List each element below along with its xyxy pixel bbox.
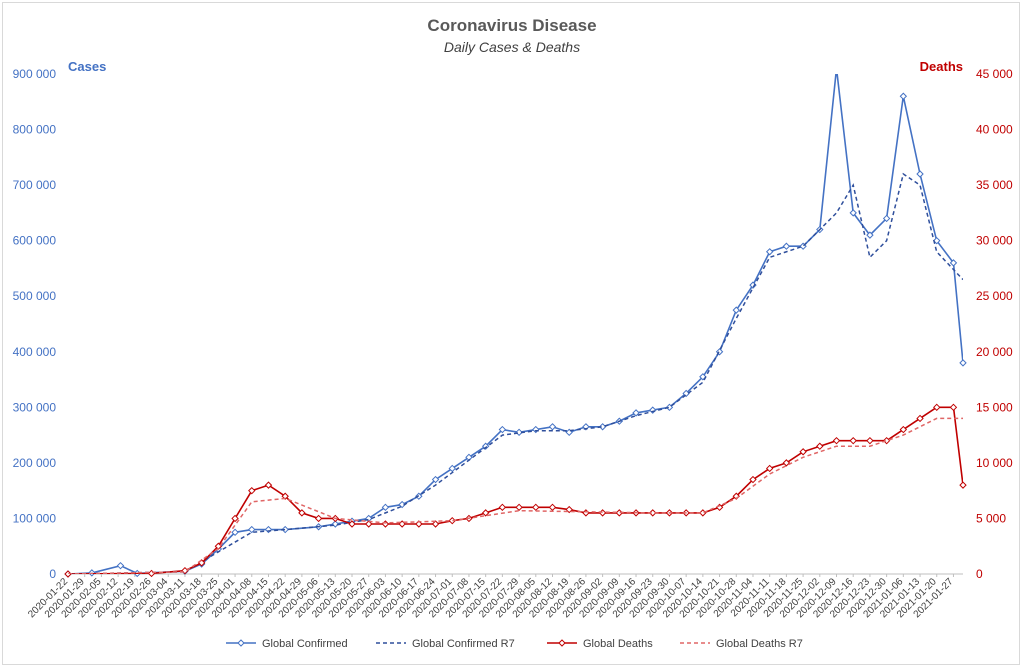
legend-label-global-confirmed-r7: Global Confirmed R7 bbox=[412, 638, 515, 650]
data-point-global-deaths bbox=[959, 481, 967, 489]
data-point-global-deaths bbox=[832, 436, 841, 445]
data-point-global-confirmed bbox=[448, 464, 456, 473]
y-axis-left-ticks: 0 100 000 200 000 300 000 400 000 500 000 600 … bbox=[13, 67, 57, 581]
legend: Global Confirmed Global Confirmed R7 Globa… bbox=[226, 638, 803, 650]
data-point-global-deaths bbox=[264, 481, 273, 489]
data-point-global-deaths bbox=[348, 520, 356, 528]
y-left-tick-label: 200 000 bbox=[13, 456, 57, 470]
data-point-global-confirmed bbox=[532, 425, 540, 434]
y-left-tick-label: 0 bbox=[49, 567, 56, 581]
data-point-global-deaths bbox=[481, 509, 490, 517]
data-point-global-deaths bbox=[799, 448, 807, 456]
series-line-global-confirmed-r7 bbox=[68, 172, 963, 574]
data-point-global-confirmed bbox=[933, 236, 941, 245]
data-point-global-confirmed bbox=[498, 425, 507, 434]
legend-label-global-confirmed: Global Confirmed bbox=[262, 638, 348, 650]
y-right-tick-label: 40 000 bbox=[976, 123, 1013, 137]
data-point-global-confirmed bbox=[849, 209, 857, 217]
y-right-tick-label: 45 000 bbox=[976, 67, 1013, 81]
y-right-tick-label: 30 000 bbox=[976, 234, 1013, 248]
y-right-tick-label: 25 000 bbox=[976, 289, 1013, 303]
data-point-global-deaths bbox=[314, 514, 323, 523]
y-left-tick-label: 700 000 bbox=[13, 178, 57, 192]
series-line-global-confirmed bbox=[68, 74, 963, 574]
data-point-global-deaths bbox=[231, 514, 239, 523]
data-point-global-confirmed bbox=[765, 248, 774, 256]
y-right-tick-label: 0 bbox=[976, 567, 983, 581]
data-point-global-deaths bbox=[849, 436, 857, 445]
legend-label-global-deaths: Global Deaths bbox=[583, 638, 653, 650]
y-right-tick-label: 35 000 bbox=[976, 178, 1013, 192]
plot-area bbox=[64, 74, 967, 578]
data-point-global-deaths bbox=[598, 509, 607, 517]
data-point-global-deaths bbox=[515, 503, 523, 512]
data-point-global-confirmed bbox=[116, 561, 125, 570]
data-point-global-deaths bbox=[899, 425, 908, 434]
data-point-global-deaths bbox=[248, 486, 256, 495]
y-left-tick-label: 300 000 bbox=[13, 400, 57, 414]
y-right-tick-label: 10 000 bbox=[976, 456, 1013, 470]
data-point-global-confirmed bbox=[231, 528, 239, 537]
y-axis-left-label: Cases bbox=[68, 59, 106, 74]
y-left-tick-label: 100 000 bbox=[13, 511, 57, 525]
y-right-tick-label: 5 000 bbox=[976, 511, 1006, 525]
data-point-global-deaths bbox=[649, 509, 657, 517]
data-point-global-confirmed bbox=[431, 475, 440, 484]
data-point-global-confirmed bbox=[959, 359, 967, 367]
data-point-global-confirmed bbox=[381, 503, 390, 512]
data-point-global-deaths bbox=[949, 403, 958, 412]
x-axis-ticks: 2020-01-222020-01-292020-02-052020-02-12… bbox=[26, 574, 956, 620]
data-point-global-deaths bbox=[782, 459, 791, 467]
data-point-global-deaths bbox=[933, 403, 941, 412]
legend-marker-global-deaths bbox=[558, 639, 566, 647]
data-point-global-deaths bbox=[381, 520, 390, 528]
data-point-global-confirmed bbox=[949, 259, 958, 267]
data-point-global-deaths bbox=[498, 503, 507, 512]
data-point-global-confirmed bbox=[899, 92, 908, 100]
data-point-global-confirmed bbox=[281, 525, 289, 534]
data-point-global-deaths bbox=[147, 569, 156, 578]
data-point-global-deaths bbox=[532, 503, 540, 512]
y-left-tick-label: 900 000 bbox=[13, 67, 57, 81]
data-point-global-confirmed bbox=[782, 242, 791, 250]
data-point-global-deaths bbox=[765, 464, 774, 473]
legend-label-global-deaths-r7: Global Deaths R7 bbox=[716, 638, 803, 650]
data-point-global-deaths bbox=[916, 414, 924, 423]
data-point-global-confirmed bbox=[481, 442, 490, 450]
y-axis-right-label: Deaths bbox=[920, 59, 963, 74]
data-point-global-deaths bbox=[431, 520, 440, 528]
data-point-global-confirmed bbox=[866, 231, 874, 239]
legend-marker-global-confirmed bbox=[237, 639, 245, 647]
series-line-global-deaths bbox=[68, 406, 963, 574]
y-axis-right-ticks: 0 5 000 10 000 15 000 20 000 25 000 30 000 35 0… bbox=[976, 67, 1013, 581]
data-point-global-confirmed bbox=[548, 423, 557, 431]
data-point-global-confirmed bbox=[632, 409, 640, 417]
data-point-global-deaths bbox=[281, 492, 289, 500]
data-point-global-confirmed bbox=[882, 214, 891, 223]
series-line-global-deaths-r7 bbox=[68, 417, 963, 574]
chart-subtitle: Daily Cases & Deaths bbox=[444, 39, 580, 55]
data-point-global-deaths bbox=[548, 503, 557, 512]
data-point-global-deaths bbox=[866, 436, 874, 445]
y-left-tick-label: 400 000 bbox=[13, 345, 57, 359]
data-point-global-confirmed bbox=[665, 403, 674, 412]
data-point-global-deaths bbox=[749, 475, 757, 484]
data-point-global-deaths bbox=[582, 509, 590, 517]
data-point-global-confirmed bbox=[248, 525, 256, 534]
data-point-global-deaths bbox=[882, 436, 891, 445]
chart-title: Coronavirus Disease bbox=[427, 16, 596, 35]
data-point-global-confirmed bbox=[732, 306, 740, 314]
y-right-tick-label: 15 000 bbox=[976, 400, 1013, 414]
data-point-global-deaths bbox=[816, 442, 824, 450]
y-left-tick-label: 800 000 bbox=[13, 123, 57, 137]
y-right-tick-label: 20 000 bbox=[976, 345, 1013, 359]
y-left-tick-label: 500 000 bbox=[13, 289, 57, 303]
y-left-tick-label: 600 000 bbox=[13, 234, 57, 248]
data-point-global-deaths bbox=[365, 520, 373, 528]
data-point-global-deaths bbox=[298, 509, 306, 517]
data-point-global-deaths bbox=[699, 509, 707, 517]
data-point-global-confirmed bbox=[916, 170, 924, 178]
